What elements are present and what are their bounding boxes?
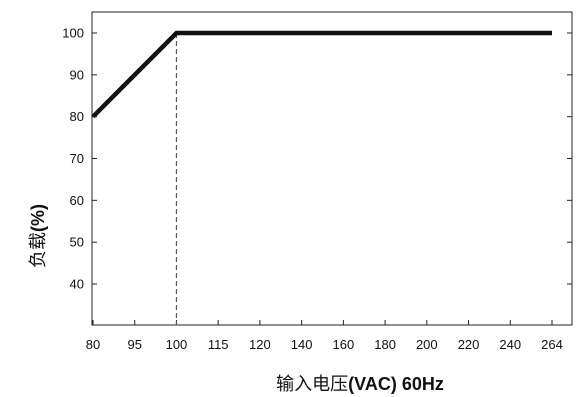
y-axis-title-cn: 负载 — [28, 232, 49, 268]
x-tick-label: 200 — [416, 337, 438, 352]
x-axis-title-cn: 输入电压 — [276, 374, 348, 395]
x-tick-label: 140 — [291, 337, 313, 352]
x-tick-label: 115 — [208, 337, 229, 352]
x-tick-label: 100 — [166, 337, 188, 352]
x-tick-label: 220 — [458, 337, 480, 352]
x-tick-label: 80 — [86, 337, 100, 352]
y-tick-label: 90 — [70, 67, 84, 82]
plot-frame — [91, 11, 573, 326]
y-axis-title-unit: (%) — [28, 204, 48, 232]
y-tick-label: 50 — [70, 235, 84, 250]
x-tick-label: 240 — [499, 337, 521, 352]
x-axis-ticks: 80 95 100 115 120 140 160 180 200 220 240 264 — [86, 320, 563, 352]
y-tick-label: 100 — [62, 26, 84, 41]
y-tick-label: 70 — [70, 151, 84, 166]
series-line — [91, 30, 552, 119]
x-tick-label: 264 — [541, 337, 563, 352]
x-tick-label: 180 — [374, 337, 396, 352]
x-axis-title: 输入电压(VAC) 60Hz — [276, 374, 444, 395]
y-tick-label: 80 — [70, 109, 84, 124]
y-tick-label: 60 — [70, 193, 84, 208]
y-axis-ticks: 40 50 60 70 80 90 100 — [62, 26, 572, 292]
x-axis-title-unit: (VAC) 60Hz — [348, 374, 444, 394]
x-tick-label: 95 — [127, 337, 141, 352]
y-axis-title: 负载(%) — [28, 204, 49, 268]
x-tick-label: 160 — [333, 337, 355, 352]
series-group — [91, 30, 552, 119]
y-tick-label: 40 — [70, 277, 84, 292]
x-tick-label: 120 — [249, 337, 271, 352]
